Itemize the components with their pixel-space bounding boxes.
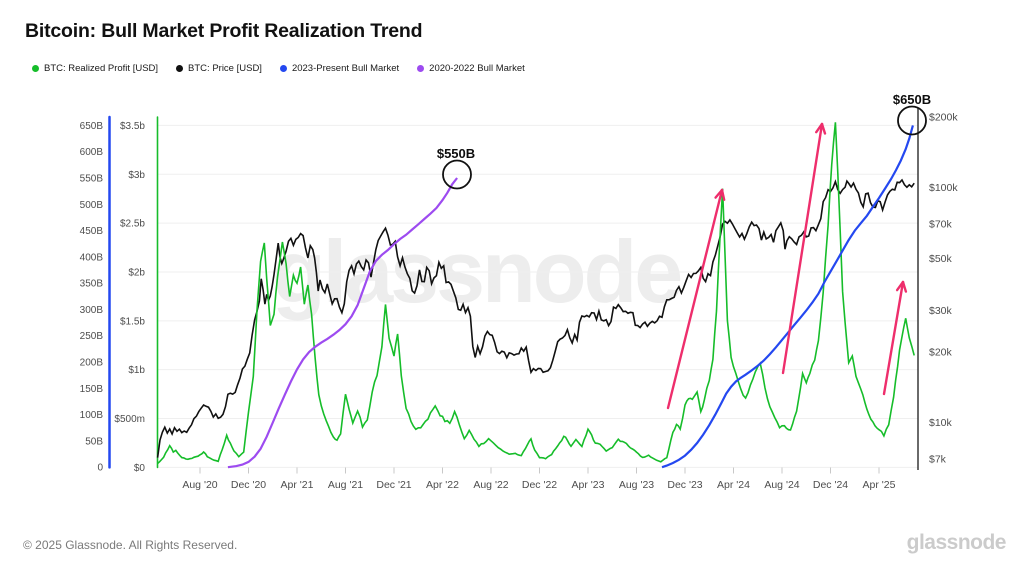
trend-arrow-head [815, 122, 824, 134]
x-axis-label: Dec '24 [813, 479, 848, 491]
y-axis-cumulative-label: 100B [80, 410, 104, 421]
trend-arrow-head [820, 122, 827, 135]
trend-arrow [882, 280, 905, 396]
y-axis-price-label: $30k [929, 305, 953, 317]
annotation-label-550b: $550B [436, 146, 476, 161]
annotation-circle-550b [442, 159, 472, 190]
trend-arrow-head [895, 280, 905, 292]
trend-arrow [666, 188, 724, 410]
y-axis-price-label: $70k [929, 219, 953, 231]
y-axis-cumulative-label: 50B [85, 436, 103, 447]
x-axis-label: Apr '23 [572, 479, 605, 491]
legend-label: BTC: Price [USD] [188, 63, 262, 74]
x-axis-label: Apr '21 [281, 479, 314, 491]
page-title: Bitcoin: Bull Market Profit Realization … [25, 20, 423, 42]
legend-label: 2023-Present Bull Market [291, 63, 400, 74]
trend-arrow-head [714, 188, 724, 199]
y-axis-cumulative-label: 500B [80, 200, 104, 211]
y-axis-profit-label: $1b [128, 365, 145, 376]
legend-dot-blue [279, 65, 287, 72]
y-axis-cumulative-label: 450B [80, 226, 104, 237]
realized-profit-line [157, 122, 915, 465]
legend-label: BTC: Realized Profit [USD] [44, 63, 159, 74]
y-axis-profit-label: $1.5b [120, 316, 145, 327]
glassnode-logo: glassnode [906, 531, 1007, 554]
x-axis-label: Dec '22 [522, 479, 557, 491]
legend-item-black[interactable]: BTC: Price [USD] [176, 63, 262, 74]
legend-dot-green [32, 65, 39, 72]
chart-legend: BTC: Realized Profit [USD] BTC: Price [US… [32, 63, 525, 74]
annotation-circle-650b [897, 105, 927, 136]
annotation-label-650b: $650B [892, 92, 932, 107]
y-axis-price-label: $10k [929, 417, 953, 429]
y-axis-cumulative-label: 650B [80, 121, 104, 132]
x-axis-label: Aug '23 [619, 479, 654, 491]
x-axis-label: Aug '22 [473, 479, 508, 491]
trend-arrow [781, 122, 824, 375]
footer-copyright: © 2025 Glassnode. All Rights Reserved. [23, 538, 238, 552]
bull-market-2020-line [227, 177, 458, 469]
y-axis-profit-label: $500m [114, 414, 145, 425]
y-axis-cumulative-label: 550B [80, 173, 104, 184]
y-axis-cumulative-label: 350B [80, 279, 104, 290]
legend-dot-purple [417, 65, 425, 72]
legend-label: 2020-2022 Bull Market [429, 63, 525, 74]
x-axis-label: Apr '25 [863, 479, 896, 491]
x-axis-label: Aug '20 [182, 479, 217, 491]
x-axis-label: Dec '20 [231, 479, 266, 491]
x-axis-label: Aug '24 [764, 479, 799, 491]
trend-arrow-head [720, 188, 726, 201]
y-axis-cumulative-label: 150B [80, 384, 104, 395]
legend-item-green[interactable]: BTC: Realized Profit [USD] [32, 63, 158, 74]
y-axis-profit-label: $3.5b [120, 121, 145, 132]
y-axis-profit-label: $0 [134, 463, 146, 474]
x-axis-label: Dec '21 [376, 479, 411, 491]
y-axis-profit-label: $2.5b [120, 219, 145, 230]
y-axis-cumulative-label: 200B [80, 358, 104, 369]
y-axis-price-label: $20k [929, 346, 953, 358]
y-axis-cumulative-label: 0 [97, 463, 103, 474]
y-axis-cumulative-label: 400B [80, 252, 104, 263]
y-axis-profit-label: $3b [128, 170, 145, 181]
btc-price-line [156, 178, 915, 458]
y-axis-price-label: $50k [929, 253, 953, 265]
y-axis-profit-label: $2b [128, 267, 145, 278]
legend-item-purple[interactable]: 2020-2022 Bull Market [417, 63, 525, 74]
bull-market-2023-line [661, 125, 914, 469]
x-axis-label: Apr '24 [717, 479, 750, 491]
y-axis-price-label: $7k [929, 454, 947, 466]
trend-arrow-head [901, 280, 908, 293]
y-axis-price-label: $200k [929, 112, 958, 124]
y-axis-cumulative-label: 600B [80, 147, 104, 158]
legend-dot-black [176, 65, 184, 72]
legend-item-blue[interactable]: 2023-Present Bull Market [279, 63, 400, 74]
y-axis-cumulative-label: 300B [80, 305, 104, 316]
x-axis-label: Aug '21 [328, 479, 363, 491]
y-axis-cumulative-label: 250B [80, 331, 104, 342]
x-axis-label: Apr '22 [426, 479, 459, 491]
y-axis-price-label: $100k [929, 182, 958, 194]
x-axis-label: Dec '23 [667, 479, 702, 491]
